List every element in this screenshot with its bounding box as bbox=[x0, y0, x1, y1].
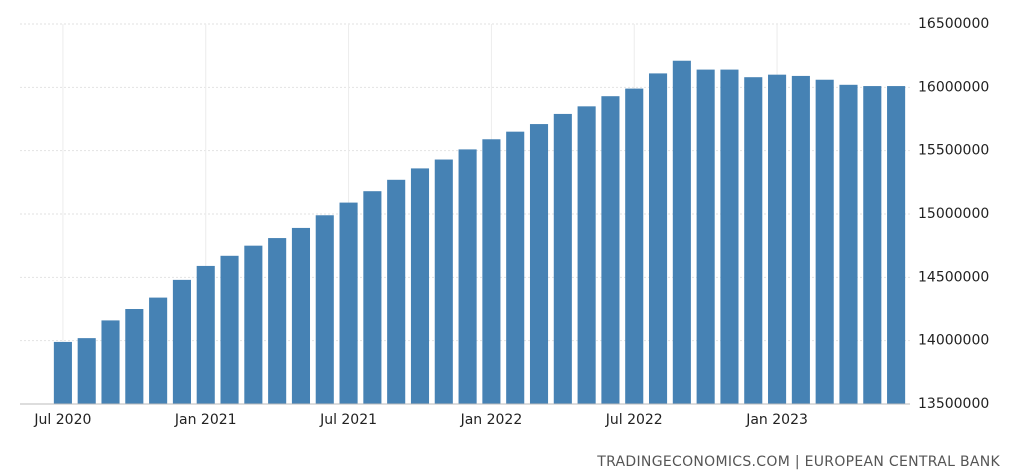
bar bbox=[149, 297, 168, 404]
bar bbox=[410, 168, 430, 404]
y-tick-label: 13500000 bbox=[918, 396, 989, 412]
bar bbox=[172, 279, 191, 404]
bar bbox=[863, 86, 882, 405]
y-tick-label: 15500000 bbox=[918, 143, 989, 159]
x-tick-label: Jul 2022 bbox=[605, 412, 663, 428]
bar bbox=[339, 202, 358, 404]
bar bbox=[101, 320, 120, 404]
bar bbox=[387, 179, 406, 404]
bar bbox=[268, 238, 287, 404]
bar bbox=[77, 338, 96, 404]
bar bbox=[672, 60, 691, 404]
bar bbox=[887, 86, 906, 405]
x-tick-label: Jul 2021 bbox=[319, 412, 377, 428]
x-tick-label: Jan 2021 bbox=[174, 412, 237, 428]
bar bbox=[506, 131, 525, 404]
bar bbox=[553, 113, 572, 404]
bar bbox=[434, 159, 453, 404]
bar bbox=[220, 255, 239, 404]
bar bbox=[53, 341, 72, 404]
bar bbox=[696, 69, 715, 404]
bar bbox=[577, 106, 596, 404]
bar bbox=[482, 139, 501, 404]
y-tick-label: 16500000 bbox=[918, 16, 989, 32]
bar bbox=[768, 74, 787, 405]
bar bbox=[315, 215, 334, 404]
bar bbox=[839, 84, 858, 405]
bar bbox=[648, 73, 668, 405]
source-note: TRADINGECONOMICS.COM | EUROPEAN CENTRAL … bbox=[596, 454, 1000, 470]
bar bbox=[815, 79, 834, 404]
bar bbox=[458, 149, 477, 404]
bar bbox=[363, 191, 382, 404]
y-tick-label: 15000000 bbox=[918, 206, 989, 222]
bar bbox=[720, 69, 739, 404]
bar bbox=[196, 265, 215, 404]
bar bbox=[625, 88, 644, 404]
y-tick-label: 16000000 bbox=[918, 79, 989, 95]
bar bbox=[125, 309, 144, 404]
y-tick-label: 14500000 bbox=[918, 269, 989, 285]
bar bbox=[529, 124, 549, 405]
bar bbox=[244, 245, 263, 404]
y-tick-label: 14000000 bbox=[918, 333, 989, 349]
x-tick-label: Jul 2020 bbox=[33, 412, 91, 428]
bar bbox=[744, 77, 763, 404]
bar bbox=[601, 96, 620, 404]
x-tick-label: Jan 2022 bbox=[460, 412, 523, 428]
bar bbox=[291, 227, 311, 404]
bar bbox=[791, 75, 810, 404]
x-tick-label: Jan 2023 bbox=[745, 412, 808, 428]
